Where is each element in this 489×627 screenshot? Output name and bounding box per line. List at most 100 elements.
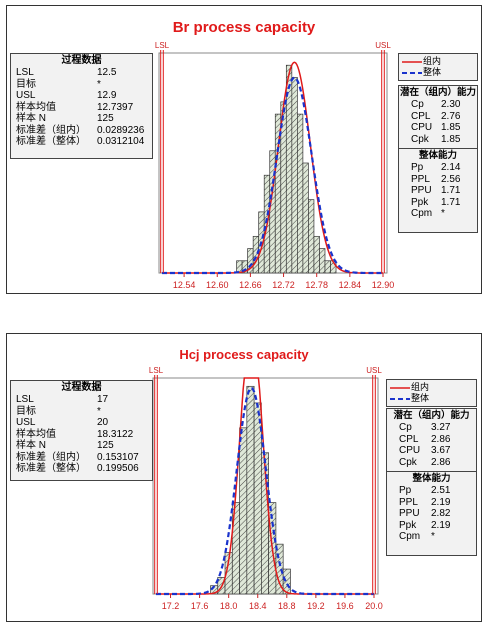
usl-line [381,50,385,273]
stat-value: 2.86 [431,456,451,468]
legend: 组内 整体 [386,379,477,407]
stat-label: Pp [399,485,412,496]
stat-label: Cpm [399,531,421,542]
stat-row: USL 12.9 [11,90,152,102]
stat-value: 2.86 [431,433,451,445]
legend-item-within: 组内 [399,56,477,67]
histogram-bar [308,199,315,274]
legend-item-overall: 整体 [387,393,476,404]
stat-value: 2.51 [431,485,451,496]
stat-value: 18.3122 [97,428,134,440]
stat-row: 目标 * [11,406,152,418]
stat-value: 20 [97,417,109,428]
stat-label: Ppk [399,519,417,531]
stat-value: 1.71 [441,185,461,196]
stat-value: 2.14 [441,162,461,173]
stat-label: LSL [16,67,34,78]
stat-value: 2.76 [441,110,461,122]
stat-row: PPL 2.56 [399,174,477,186]
usl-label: USL [375,41,391,50]
stat-row: 标准差（组内） 0.0289236 [11,125,152,137]
histogram-bar [302,162,309,274]
stat-value: 3.67 [431,445,451,456]
x-tick-label: 17.2 [162,601,180,611]
stat-row: 目标 * [11,79,152,91]
stat-value: 12.5 [97,67,117,78]
x-tick-label: 18.8 [278,601,296,611]
x-tick-label: 19.6 [336,601,354,611]
x-tick-label: 12.54 [173,280,196,290]
chart-title: Hcj process capacity [179,347,309,362]
process-data-box: 过程数据 LSL 17 目标 * USL 20 样本均值 18.3122 样本 N 125 标准差（… [10,380,153,481]
capability-box: 潜在（组内）能力 Cp 3.27 CPL 2.86 CPU 3.67 Cpk 2.86 整体能… [386,408,477,556]
legend-item-overall: 整体 [399,67,477,78]
stat-value: 2.30 [441,99,461,110]
x-tick-label: 18.0 [220,601,238,611]
stat-value: 0.153107 [97,451,139,463]
stat-row: PPU 1.71 [399,185,477,197]
stat-row: CPU 1.85 [399,122,477,134]
stat-row: Ppk 1.71 [399,197,477,209]
stat-row: PPL 2.19 [387,497,476,509]
lsl-line [154,375,158,594]
chart-panel-hcj: LSL USL 17.2 17.6 18.0 18.4 18.8 19.2 19.6 20.0 H… [6,333,482,622]
stat-row: LSL 17 [11,394,152,406]
stat-row: 样本均值 12.7397 [11,102,152,114]
x-tick-label: 17.6 [191,601,209,611]
stat-label: 样本均值 [16,101,56,113]
x-tick-label: 12.78 [305,280,328,290]
stat-value: 2.19 [431,519,451,531]
stat-row: Cpk 1.85 [399,134,477,146]
stat-label: USL [16,90,36,101]
stat-row: Pp 2.51 [387,485,476,497]
process-data-box: 过程数据 LSL 12.5 目标 * USL 12.9 样本均值 12.7397 样本 N 125… [10,53,153,159]
stat-label: 样本 N [16,113,46,124]
histogram-bar [291,77,298,274]
capability-chart-hcj: LSL USL 17.2 17.6 18.0 18.4 18.8 19.2 19.6 20.0 [149,366,383,611]
x-tick-label: 20.0 [365,601,383,611]
stat-label: CPU [411,122,433,133]
stat-label: PPL [399,496,418,508]
histogram-bar [319,248,326,274]
stat-label: Cpm [411,208,433,219]
within-capability-header: 潜在（组内）能力 [399,87,476,98]
stat-row: LSL 12.5 [11,67,152,79]
stat-label: Cp [411,99,424,110]
histogram-bar [269,150,276,274]
stat-row: 样本均值 18.3122 [11,429,152,441]
stat-value: 125 [97,113,114,124]
stat-value: 1.71 [441,196,461,208]
stat-row: Ppk 2.19 [387,520,476,532]
stat-value: 2.82 [431,508,451,519]
stat-label: CPU [399,445,421,456]
stat-row: CPL 2.86 [387,434,476,446]
histogram-bar [313,235,320,274]
stat-row: Cpm * [387,531,476,543]
stat-row: CPL 2.76 [399,111,477,123]
stat-value: 0.0312104 [97,136,145,147]
overall-capability-header: 整体能力 [418,150,457,161]
lsl-label: LSL [149,366,164,375]
stat-row: Cp 3.27 [387,422,476,434]
within-capability-header: 潜在（组内）能力 [393,410,470,421]
process-data-header: 过程数据 [61,55,102,66]
stat-value: * [431,531,435,542]
stat-value: * [97,405,101,417]
stat-value: 0.0289236 [97,124,145,136]
usl-label: USL [366,366,382,375]
stat-label: LSL [16,394,34,405]
legend-label: 组内 [423,56,442,66]
stat-value: 3.27 [431,422,451,433]
stat-row: Cpk 2.86 [387,457,476,469]
capability-chart-br: LSL USL 12.54 12.60 12.66 12.72 12.78 12.84 12.9… [155,41,395,290]
histogram-bar [324,260,331,274]
x-tick-label: 12.90 [372,280,395,290]
legend-label: 整体 [423,67,442,77]
stat-row: PPU 2.82 [387,508,476,520]
stat-row: Pp 2.14 [399,162,477,174]
stat-label: Cpk [411,133,429,145]
stat-label: Ppk [411,196,429,208]
stat-value: 1.85 [441,122,461,133]
stat-label: 样本 N [16,440,46,451]
overall-curve [162,76,383,275]
